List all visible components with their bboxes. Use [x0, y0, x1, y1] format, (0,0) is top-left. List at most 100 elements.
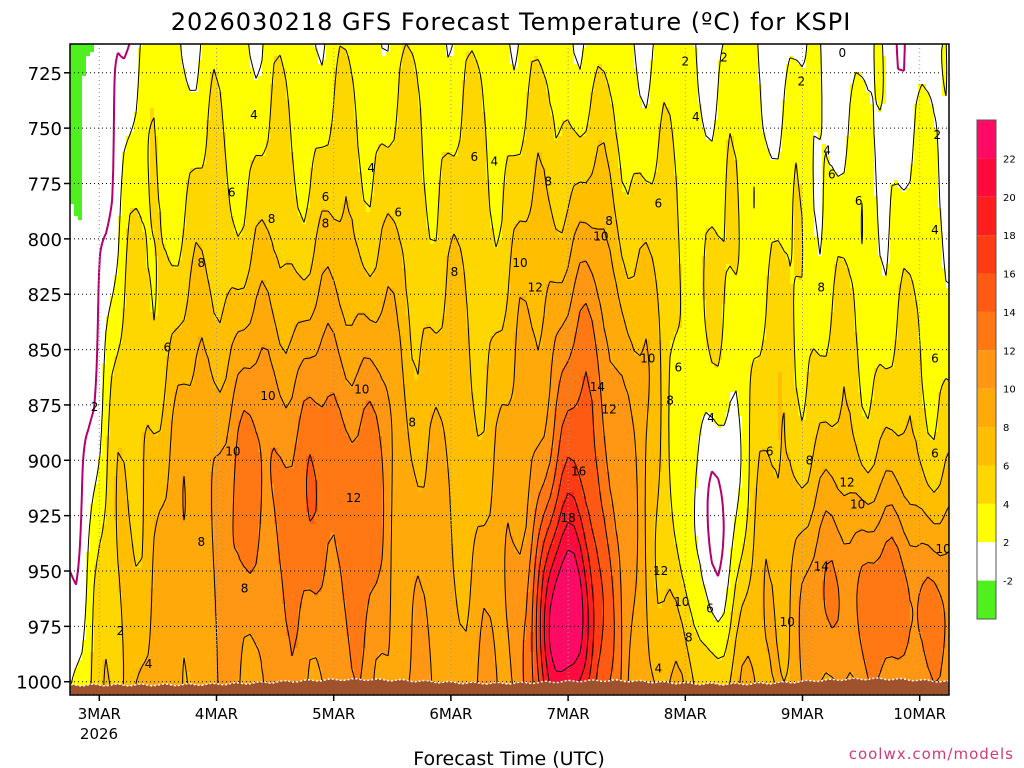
colorbar-bin [977, 273, 996, 312]
y-tick-label: 800 [28, 230, 62, 251]
isotherm-label: 10 [225, 444, 240, 458]
isotherm-label: 6 [322, 190, 330, 204]
colorbar-bin [977, 427, 996, 466]
y-tick-label: 900 [28, 451, 62, 472]
isotherm-label: 4 [707, 411, 715, 425]
isotherm-label: 10 [593, 230, 608, 244]
colorbar-tick-label: 20 [1003, 193, 1016, 204]
isotherm-label: 8 [197, 256, 205, 270]
isotherm-label: 12 [653, 564, 668, 578]
temperature-band-5 [134, 220, 949, 695]
isotherm-label: 6 [228, 185, 236, 199]
temperature-band-2 [70, 44, 949, 695]
x-axis: 3MAR 4MAR 5MAR 6MAR 7MAR 8MAR 9MAR 10MAR [78, 695, 946, 723]
colorbar: 22 20 18 16 14 12 10 8 6 4 2 -2 [976, 119, 1016, 620]
isotherm-label: 8 [685, 630, 693, 644]
isotherm-label: 10 [640, 351, 655, 365]
colorbar-tick-label: 8 [1003, 423, 1009, 434]
isotherm-label: 2 [798, 75, 806, 89]
y-tick-label: 1000 [16, 673, 62, 694]
temperature-band-12 [550, 548, 582, 672]
isotherm-label: 8 [408, 416, 416, 430]
colorbar-bin [977, 503, 996, 543]
temperature-band-8 [306, 376, 614, 695]
freezing-isotherm-lines [70, 44, 906, 586]
chart-title: 2026030218 GFS Forecast Temperature (ºC)… [171, 8, 852, 36]
colorbar-tick-label: 12 [1003, 346, 1016, 357]
isotherm-14 [306, 371, 615, 695]
isotherm-label: 10 [780, 615, 795, 629]
isotherm-label: 12 [528, 281, 543, 295]
isotherm-label: 4 [823, 143, 831, 157]
temperature-band-1 [70, 44, 949, 680]
isotherm-label: 6 [828, 168, 836, 182]
x-tick-label: 4MAR [195, 705, 238, 723]
isotherm-label: 8 [268, 212, 276, 226]
y-tick-label: 975 [28, 617, 62, 638]
y-tick-label: 850 [28, 341, 62, 362]
isotherm-label: 0 [839, 46, 847, 60]
isotherm-label: 2 [91, 400, 99, 414]
x-tick-label: 7MAR [547, 705, 590, 723]
isotherm-label: 14 [590, 380, 605, 394]
isotherm-label: 4 [692, 110, 700, 124]
isotherm-label: 2 [933, 128, 941, 142]
isotherm-label: 6 [471, 150, 479, 164]
isotherm-label: 2 [117, 624, 125, 638]
y-tick-label: 725 [28, 64, 62, 85]
isotherm-label: 12 [839, 475, 854, 489]
grid-lines [70, 44, 949, 695]
y-tick-label: 750 [28, 119, 62, 140]
isotherm-label: 4 [931, 223, 939, 237]
isotherm-2 [70, 44, 949, 693]
isotherm-label: 18 [560, 511, 575, 525]
isotherm-22 [548, 549, 584, 672]
temperature-filled-contours [70, 44, 949, 695]
isotherm-10 [182, 260, 949, 695]
y-tick-label: 950 [28, 562, 62, 583]
credit-text: coolwx.com/models [849, 745, 1014, 763]
isotherm-label: 6 [674, 360, 682, 374]
temperature-band-4 [102, 140, 949, 695]
colorbar-bin [977, 235, 996, 274]
isotherm-12 [232, 302, 946, 695]
isotherm-4 [90, 44, 949, 695]
colorbar-bin [977, 120, 996, 159]
isotherm-label: 4 [145, 657, 153, 671]
temperature-band-3 [90, 44, 949, 695]
isotherm-label: 6 [931, 351, 939, 365]
colorbar-frame [976, 119, 997, 620]
isotherm-label: 6 [931, 447, 939, 461]
isotherm-label: 8 [197, 535, 205, 549]
colorbar-bin [977, 580, 996, 619]
isotherm-label: 14 [814, 560, 829, 574]
colorbar-tick-label: 14 [1003, 308, 1016, 319]
isotherm-label: 12 [346, 491, 361, 505]
isotherm-label: 4 [367, 161, 375, 175]
colorbar-tick-label: 2 [1003, 538, 1009, 549]
isotherm-label: 8 [806, 453, 814, 467]
isotherm-label: 6 [655, 196, 663, 210]
colorbar-bin [977, 196, 996, 236]
isotherm-label: 8 [451, 265, 459, 279]
y-tick-label: 825 [28, 285, 62, 306]
isotherm-label: 10 [512, 256, 527, 270]
colorbar-bin [977, 158, 996, 197]
isotherm-label: 10 [674, 595, 689, 609]
isotherm-label: 4 [655, 661, 663, 675]
colorbar-bin [977, 388, 996, 428]
isotherm-label: 6 [394, 205, 402, 219]
isotherm-label: 8 [666, 394, 674, 408]
y-tick-label: 925 [28, 507, 62, 528]
isotherm-label: 2 [681, 55, 689, 69]
y-tick-label: 875 [28, 396, 62, 417]
colorbar-tick-label: 16 [1003, 270, 1016, 281]
colorbar-bin [977, 350, 996, 389]
isotherm-label: 6 [855, 194, 863, 208]
colorbar-bin [977, 542, 996, 581]
isotherm-label: 4 [490, 154, 498, 168]
isotherm-label: 10 [935, 542, 950, 556]
isotherm-8 [134, 221, 949, 695]
isotherm-label: 8 [322, 216, 330, 230]
